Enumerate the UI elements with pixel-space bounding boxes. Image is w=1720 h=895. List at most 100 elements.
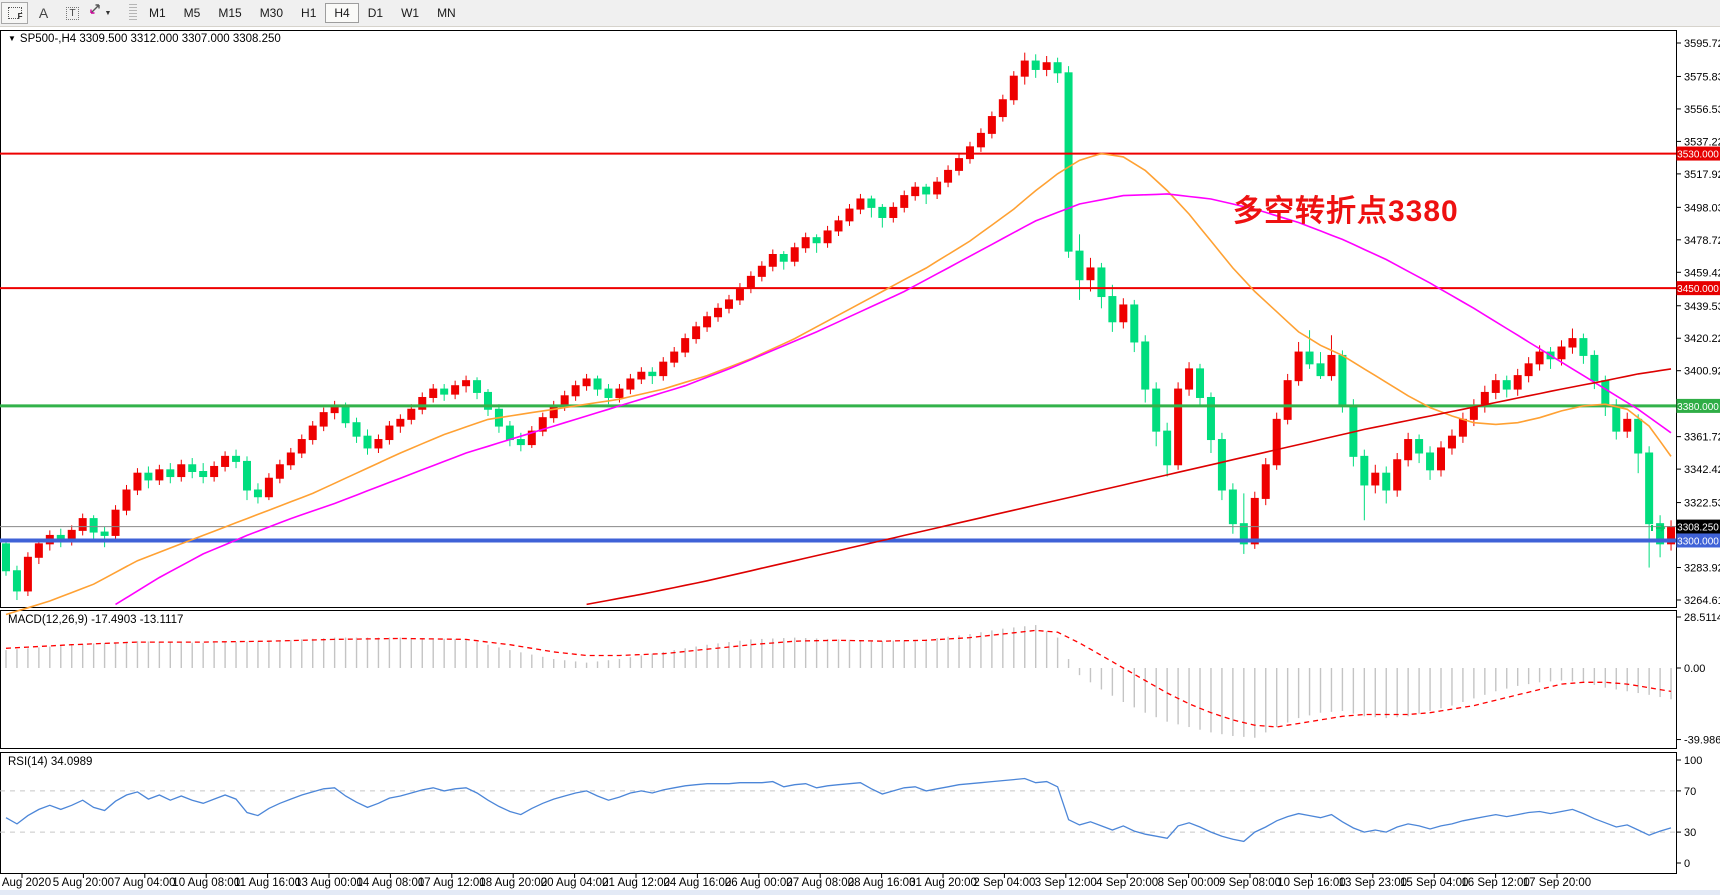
date-axis-label: 13 Aug 00:00 (295, 877, 363, 889)
rsi-panel[interactable] (0, 752, 1677, 874)
candle-bear (1502, 380, 1511, 390)
candle-bull (1623, 418, 1632, 432)
price-badge-label: 3380.000 (1677, 402, 1719, 413)
date-axis-label: 7 Aug 04:00 (114, 877, 175, 889)
candle-bull (23, 556, 32, 592)
text-box-button[interactable]: T (59, 2, 86, 24)
candle-bear (1228, 489, 1237, 525)
date-axis-label: 2 Sep 04:00 (973, 877, 1035, 889)
candle-bull (714, 307, 723, 318)
candle-bull (297, 439, 306, 454)
candle-bull (615, 388, 624, 398)
symbol-ohlc-text: SP500-,H4 3309.500 3312.000 3307.000 330… (19, 33, 281, 45)
candle-bull (1437, 447, 1446, 471)
candle-bull (1393, 459, 1402, 491)
candle-bull (560, 395, 569, 407)
candle-bear (1108, 296, 1117, 323)
candle-bear (440, 388, 449, 395)
candle-bull (998, 99, 1007, 118)
candle-bear (1152, 388, 1161, 432)
price-badge-label: 3530.000 (1677, 150, 1719, 161)
chart-template-button[interactable]: F (1, 2, 28, 24)
symbol-dropdown-icon[interactable]: ▼ (8, 34, 16, 43)
candle-bull (1557, 346, 1566, 360)
candle-bear (878, 206, 887, 218)
candle-bull (670, 351, 679, 363)
arrow-tools-button[interactable]: ▼ (88, 2, 126, 24)
price-badge (1676, 533, 1720, 548)
timeframe-button-mn[interactable]: MN (437, 6, 456, 20)
timeframe-button-m30[interactable]: M30 (259, 6, 284, 20)
candle-bear (12, 570, 21, 592)
price-axis-label: 3420.225 (1684, 333, 1720, 345)
candle-bear (1075, 250, 1084, 281)
date-axis-label: 26 Aug 00:00 (725, 877, 793, 889)
candle-bull (768, 253, 777, 267)
candle-bear (1415, 439, 1424, 454)
candle-bear (1196, 368, 1205, 398)
candle-bull (681, 338, 690, 353)
candle-bear (144, 472, 153, 481)
price-axis-label: 3283.920 (1684, 563, 1720, 575)
candle-bear (1634, 418, 1643, 454)
candle-bull (407, 408, 416, 420)
candle-bull (1185, 368, 1194, 390)
price-arrow-marker (1651, 524, 1666, 532)
timeframe-button-m15[interactable]: M15 (218, 6, 242, 20)
candle-bear (1316, 363, 1325, 377)
main-chart-panel[interactable] (0, 30, 1677, 608)
price-badge (1676, 519, 1720, 534)
rsi-line (5, 777, 1672, 843)
candle-bull (1294, 351, 1303, 382)
macd-panel[interactable] (0, 610, 1677, 749)
candle-bear (1590, 354, 1599, 382)
timeframe-button-h1[interactable]: H1 (301, 6, 317, 20)
candle-bull (933, 181, 942, 195)
candle-bull (724, 299, 733, 309)
candle-bull (549, 405, 558, 419)
timeframe-button-h4[interactable]: H4 (325, 3, 359, 23)
candle-bull (210, 465, 219, 478)
candle-bull (1458, 418, 1467, 437)
timeframe-button-d1[interactable]: D1 (367, 6, 384, 20)
candle-bull (889, 206, 898, 218)
candle-bull (976, 132, 985, 148)
candle-bull (155, 469, 164, 481)
candle-bull (1020, 60, 1029, 77)
candle-bull (396, 418, 405, 427)
ma-fast-line (5, 152, 1672, 616)
candle-bull (1042, 62, 1051, 70)
price-badge (1676, 398, 1720, 413)
rsi-indicator-label: RSI(14) 34.0989 (8, 756, 93, 768)
candle-bull (429, 388, 438, 398)
candle-bull (319, 412, 328, 427)
price-axis-label: 3264.615 (1684, 595, 1720, 607)
price-axis-label: 3595.725 (1684, 38, 1720, 50)
timeframe-button-m1[interactable]: M1 (149, 6, 166, 20)
text-label-button[interactable]: A (30, 2, 57, 24)
candle-bull (538, 417, 547, 432)
timeframe-button-m5[interactable]: M5 (183, 6, 201, 20)
candle-bull (746, 275, 755, 289)
candle-bear (1239, 523, 1248, 545)
candle-bull (692, 326, 701, 340)
toolbar-grip-handle[interactable] (129, 4, 137, 22)
candle-bull (1283, 380, 1292, 420)
candle-bear (1645, 452, 1654, 525)
date-axis-label: 28 Aug 16:00 (848, 877, 916, 889)
candle-bull (845, 208, 854, 222)
price-axis-label: 3478.725 (1684, 235, 1720, 247)
price-axis-label: 3459.420 (1684, 267, 1720, 279)
price-axis-label: 3498.030 (1684, 202, 1720, 214)
candle-bear (166, 469, 175, 478)
macd-axis-label: 28.5114 (1684, 612, 1720, 624)
candle-bull (1491, 380, 1500, 393)
candle-bear (2, 543, 10, 572)
candle-bear (922, 186, 931, 195)
candle-bear (352, 422, 361, 437)
candle-bear (1612, 405, 1621, 432)
candle-bull (385, 425, 394, 441)
annotation-text[interactable]: 多空转折点3380 (1233, 195, 1459, 228)
timeframe-button-w1[interactable]: W1 (401, 6, 420, 20)
